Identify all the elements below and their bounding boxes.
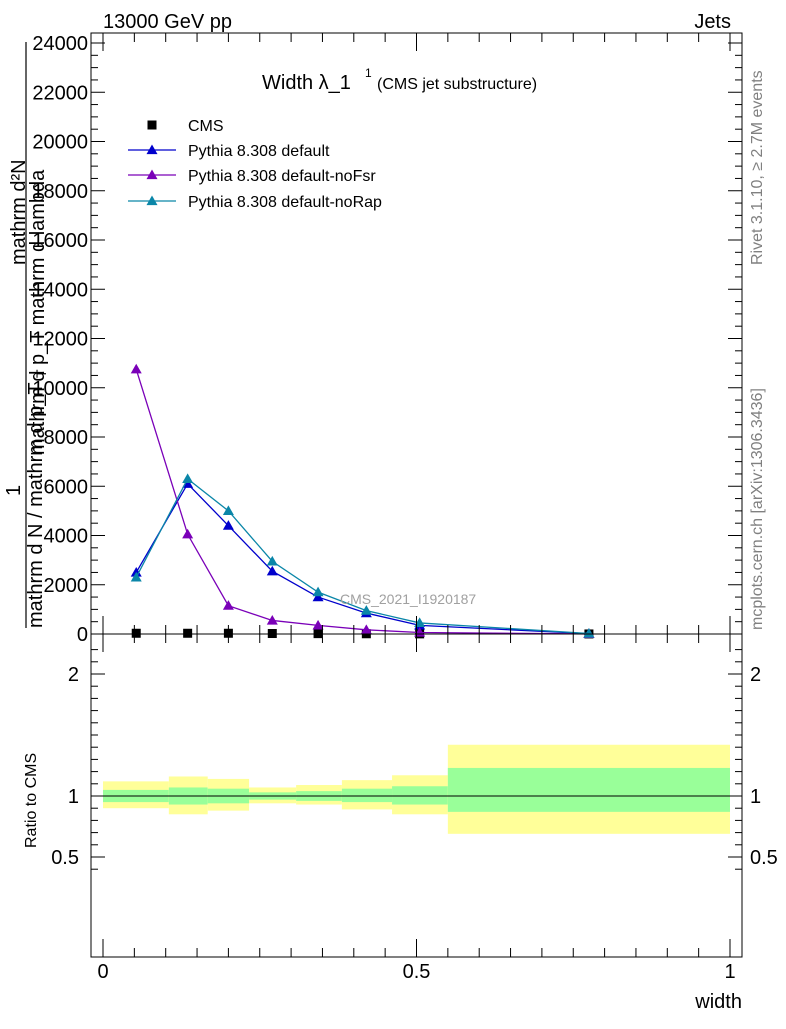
data-point-cms-1 bbox=[183, 628, 193, 638]
chart-title-sup: 1 bbox=[365, 66, 372, 80]
ratio-y-axis-label: Ratio to CMS bbox=[23, 753, 40, 848]
main-ytick-label-11: 22000 bbox=[32, 82, 88, 104]
main-ytick-label-8: 16000 bbox=[32, 230, 88, 252]
main-y-axis-label: mathrm d²N mathrm d p_T mathrm d lambda … bbox=[3, 42, 49, 628]
main-ytick-label-6: 12000 bbox=[32, 329, 88, 351]
header-jets-label: Jets bbox=[694, 11, 731, 33]
main-ytick-label-2: 4000 bbox=[44, 526, 89, 548]
data-point-s1-3 bbox=[266, 565, 278, 576]
legend-marker-3 bbox=[146, 195, 158, 206]
main-ytick-label-3: 6000 bbox=[44, 476, 89, 498]
data-point-s2-1 bbox=[182, 528, 194, 539]
chart-title-sub: (CMS jet substructure) bbox=[377, 76, 537, 93]
y-label-sub-t: T bbox=[33, 369, 49, 378]
ratio-ytick-label-left-0: 0.5 bbox=[51, 847, 79, 869]
y-label-frac-den: mathrm d N / mathrm d p_T bbox=[25, 382, 47, 628]
data-point-s3-7 bbox=[583, 628, 595, 638]
ratio-ytick-label-right-2: 2 bbox=[750, 664, 761, 686]
data-point-s2-2 bbox=[222, 600, 234, 610]
main-ytick-label-4: 8000 bbox=[44, 427, 89, 449]
data-point-s3-0 bbox=[130, 571, 142, 582]
header-energy-label: 13000 GeV pp bbox=[103, 11, 232, 33]
main-ytick-label-12: 24000 bbox=[32, 33, 88, 55]
data-point-s1-0 bbox=[130, 566, 142, 577]
series-line-2 bbox=[135, 369, 589, 635]
legend-marker-2 bbox=[146, 169, 158, 180]
ratio-stat-band-5 bbox=[341, 788, 393, 803]
mcplots-label: mcplots.cern.ch [arXiv:1306.3436] bbox=[749, 388, 766, 630]
legend-marker-0 bbox=[147, 120, 157, 130]
data-point-s3-4 bbox=[312, 586, 324, 597]
data-point-s3-5 bbox=[360, 605, 372, 615]
data-point-s1-2 bbox=[222, 520, 234, 530]
rivet-version-label: Rivet 3.1.10, ≥ 2.7M events bbox=[749, 70, 766, 265]
data-point-s3-2 bbox=[222, 505, 234, 515]
data-point-s3-3 bbox=[266, 555, 278, 566]
main-ytick-label-7: 14000 bbox=[32, 279, 88, 301]
ratio-ytick-label-right-1: 1 bbox=[750, 786, 761, 808]
ratio-xtick-label-1: 0.5 bbox=[403, 961, 431, 983]
data-point-s2-5 bbox=[360, 624, 372, 634]
legend-marker-1 bbox=[146, 144, 158, 155]
x-axis-title: width bbox=[694, 991, 742, 1013]
series-line-3 bbox=[135, 477, 589, 635]
chart-title-main: Width λ_1 bbox=[262, 72, 351, 94]
ratio-xtick-label-0: 0 bbox=[97, 961, 108, 983]
legend-label-0: CMS bbox=[188, 118, 224, 135]
chart-title: Width λ_1 1 (CMS jet substructure) bbox=[262, 66, 537, 94]
data-point-s1-4 bbox=[312, 591, 324, 602]
ratio-ytick-label-left-1: 1 bbox=[68, 786, 79, 808]
legend-label-1: Pythia 8.308 default bbox=[188, 143, 330, 160]
main-ytick-label-5: 10000 bbox=[32, 378, 88, 400]
data-point-cms-0 bbox=[131, 628, 141, 638]
analysis-watermark: CMS_2021_I1920187 bbox=[340, 591, 476, 607]
main-ytick-label-0: 0 bbox=[77, 624, 88, 646]
data-point-s2-4 bbox=[312, 619, 324, 630]
data-point-s3-1 bbox=[182, 473, 194, 483]
legend-label-3: Pythia 8.308 default-noRap bbox=[188, 194, 382, 211]
y-label-numerator-bottom: mathrm d p_T mathrm d lambda bbox=[27, 169, 49, 455]
ratio-ytick-label-left-2: 2 bbox=[68, 664, 79, 686]
data-point-s2-3 bbox=[266, 614, 278, 625]
ratio-stat-band-6 bbox=[392, 786, 448, 805]
main-ytick-label-10: 20000 bbox=[32, 132, 88, 154]
ratio-ytick-label-right-0: 0.5 bbox=[750, 847, 778, 869]
legend-label-2: Pythia 8.308 default-noFsr bbox=[188, 168, 376, 185]
series-line-1 bbox=[135, 482, 589, 635]
y-label-frac-num: 1 bbox=[3, 485, 25, 496]
y-label-numerator-top: mathrm d²N bbox=[8, 159, 30, 265]
ratio-stat-band-7 bbox=[447, 767, 730, 812]
main-ytick-label-1: 2000 bbox=[44, 575, 89, 597]
main-ytick-label-9: 18000 bbox=[32, 181, 88, 203]
ratio-xtick-label-2: 1 bbox=[724, 961, 735, 983]
legend: CMS Pythia 8.308 default Pythia 8.308 defa… bbox=[128, 118, 382, 211]
data-point-s2-0 bbox=[130, 363, 142, 374]
